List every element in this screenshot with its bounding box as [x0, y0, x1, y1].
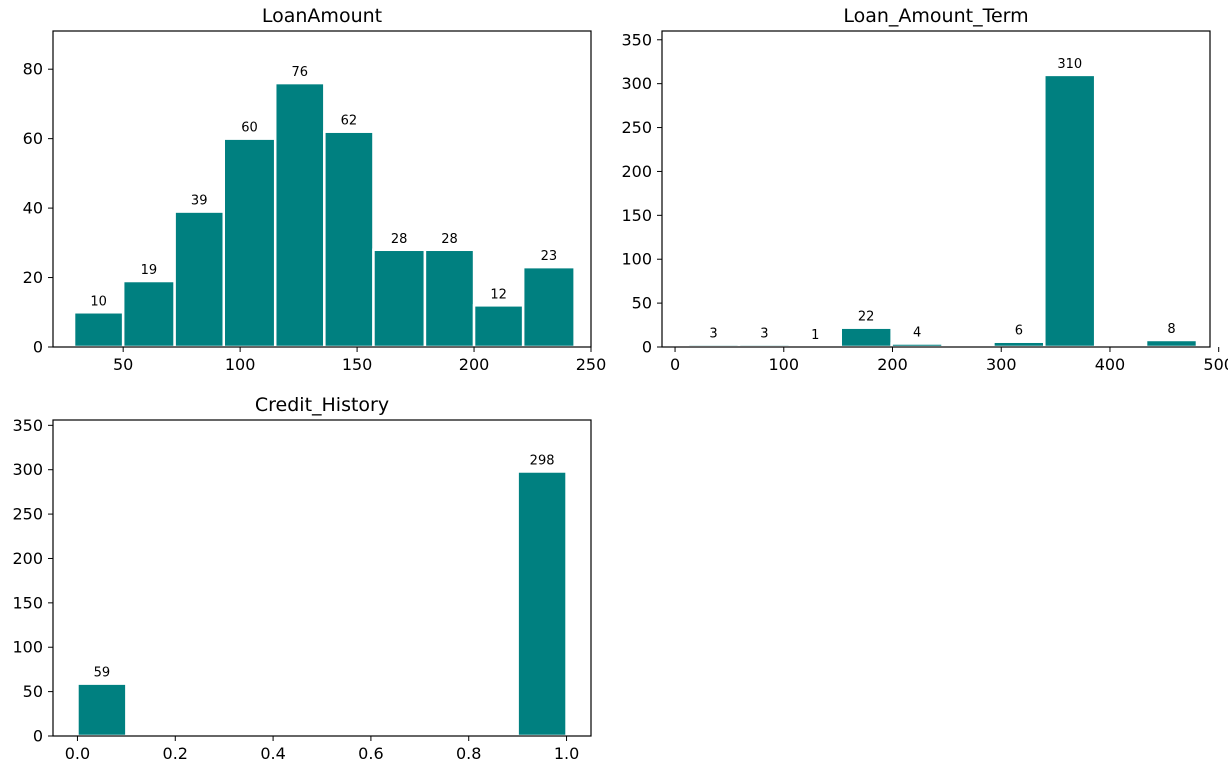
x-tick-label: 200 — [877, 355, 908, 374]
histogram-bar — [372, 248, 427, 349]
x-tick-label: 200 — [459, 355, 490, 374]
chart-title: Credit_History — [255, 394, 389, 416]
y-tick-label: 80 — [23, 60, 43, 79]
bar-value-label: 39 — [191, 194, 208, 209]
bar-value-label: 10 — [90, 294, 107, 309]
subplot-1: 10 19 39 60 76 62 28 28 12 23 LoanAmount 50 100 150 20… — [23, 5, 607, 374]
subplot-3: 59 298 Credit_History 0.0 0.2 0.4 0.6 0.8 1.0 0 50… — [12, 394, 592, 763]
y-tick-label: 250 — [621, 118, 652, 137]
y-tick-label: 250 — [12, 505, 43, 524]
x-tick-label: 150 — [342, 355, 373, 374]
bar-value-label: 1 — [811, 328, 819, 343]
histogram-bar — [839, 326, 893, 349]
axes-frame — [661, 30, 1211, 348]
axes-frame — [52, 30, 592, 348]
histogram-bar — [273, 81, 326, 349]
bar-value-label: 310 — [1057, 57, 1082, 72]
y-tick-label: 150 — [621, 206, 652, 225]
bar-value-label: 12 — [490, 287, 507, 302]
bar-value-label: 8 — [1167, 322, 1175, 337]
chart-title: Loan_Amount_Term — [843, 5, 1028, 27]
x-tick-label: 0.8 — [456, 744, 481, 763]
x-tick-label: 100 — [769, 355, 800, 374]
x-tick-label: 50 — [113, 355, 133, 374]
histogram-bar — [423, 248, 476, 349]
histogram-bar — [121, 279, 176, 349]
y-tick-label: 200 — [621, 162, 652, 181]
x-tick-label: 400 — [1095, 355, 1126, 374]
bar-value-label: 3 — [709, 326, 717, 341]
bar-value-label: 4 — [913, 325, 921, 340]
bar-value-label: 28 — [441, 232, 458, 247]
histogram-bar — [323, 130, 375, 349]
x-tick-label: 100 — [225, 355, 256, 374]
y-tick-label: 100 — [621, 250, 652, 269]
histogram-bar — [173, 210, 226, 349]
y-tick-label: 0 — [642, 338, 652, 357]
y-tick-label: 0 — [33, 727, 43, 746]
histogram-bar — [1144, 338, 1199, 349]
bar-value-label: 22 — [858, 310, 875, 325]
histogram-bar — [521, 265, 576, 349]
y-tick-label: 60 — [23, 129, 43, 148]
histogram-bar — [516, 470, 568, 738]
subplot-2: 3 3 1 22 4 6 310 8 Loan_Amount_Term 0 100 200 300 400… — [621, 5, 1228, 374]
x-tick-label: 0.2 — [163, 744, 188, 763]
y-tick-label: 300 — [12, 460, 43, 479]
bar-value-label: 76 — [292, 65, 309, 80]
bar-value-label: 28 — [391, 232, 408, 247]
histogram-bar — [222, 137, 277, 349]
y-tick-label: 40 — [23, 199, 43, 218]
bar-value-label: 23 — [541, 249, 558, 264]
bar-value-label: 19 — [141, 263, 158, 278]
x-tick-label: 0.0 — [65, 744, 90, 763]
histogram-bar — [76, 682, 128, 738]
bar-value-label: 6 — [1015, 324, 1023, 339]
histogram-bar — [472, 304, 525, 349]
y-tick-label: 350 — [12, 416, 43, 435]
chart-title: LoanAmount — [262, 5, 382, 27]
bar-value-label: 62 — [341, 114, 358, 129]
y-tick-label: 100 — [12, 638, 43, 657]
histogram-bar — [1043, 73, 1097, 349]
x-tick-label: 500 — [1203, 355, 1228, 374]
x-tick-label: 0 — [670, 355, 680, 374]
y-tick-label: 350 — [621, 30, 652, 49]
y-tick-label: 300 — [621, 74, 652, 93]
axes-frame — [52, 419, 592, 737]
y-tick-label: 200 — [12, 549, 43, 568]
bar-value-label: 298 — [530, 453, 555, 468]
x-tick-label: 0.6 — [358, 744, 383, 763]
histogram-bar — [72, 311, 125, 349]
y-tick-label: 50 — [632, 294, 652, 313]
x-tick-label: 250 — [576, 355, 607, 374]
y-tick-label: 150 — [12, 593, 43, 612]
x-tick-label: 0.4 — [260, 744, 285, 763]
y-tick-label: 50 — [23, 682, 43, 701]
bar-value-label: 59 — [94, 666, 111, 681]
x-tick-label: 300 — [986, 355, 1017, 374]
y-tick-label: 20 — [23, 268, 43, 287]
bar-value-label: 60 — [241, 121, 258, 136]
bar-value-label: 3 — [760, 326, 768, 341]
histogram-bar — [992, 340, 1046, 349]
x-tick-label: 1.0 — [554, 744, 579, 763]
y-tick-label: 0 — [33, 338, 43, 357]
